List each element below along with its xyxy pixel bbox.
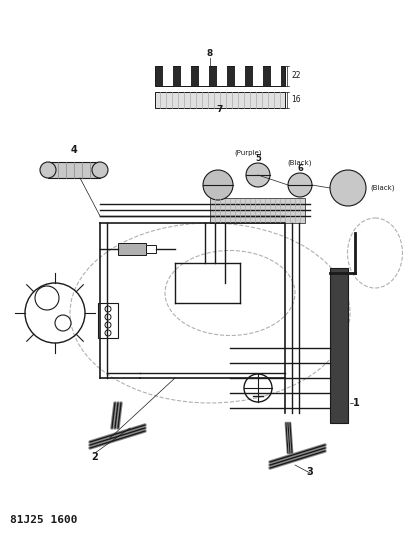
Text: 22: 22 xyxy=(291,71,301,80)
Text: (Black): (Black) xyxy=(370,185,395,191)
Bar xyxy=(253,66,263,86)
Text: 81J25 1600: 81J25 1600 xyxy=(10,515,77,525)
Bar xyxy=(210,198,305,223)
Bar xyxy=(146,245,156,253)
Text: (Purple): (Purple) xyxy=(234,150,262,157)
Bar xyxy=(199,66,209,86)
Text: (Black): (Black) xyxy=(288,160,312,166)
Circle shape xyxy=(288,173,312,197)
Bar xyxy=(118,243,146,255)
Text: 7: 7 xyxy=(217,105,223,114)
Bar xyxy=(271,66,281,86)
Text: 2: 2 xyxy=(92,452,99,462)
Bar xyxy=(48,162,100,178)
Bar xyxy=(98,303,118,338)
Circle shape xyxy=(203,170,233,200)
Text: 8: 8 xyxy=(207,49,213,58)
Circle shape xyxy=(40,162,56,178)
Bar xyxy=(155,66,285,86)
Circle shape xyxy=(330,170,366,206)
Bar xyxy=(235,66,245,86)
Text: 3: 3 xyxy=(307,467,313,477)
Text: 5: 5 xyxy=(255,154,261,163)
Text: 4: 4 xyxy=(71,145,77,155)
Text: 6: 6 xyxy=(297,164,303,173)
Bar xyxy=(163,66,173,86)
Text: 1: 1 xyxy=(353,398,360,408)
Bar xyxy=(217,66,227,86)
Bar xyxy=(181,66,191,86)
Text: 16: 16 xyxy=(291,95,301,104)
Circle shape xyxy=(92,162,108,178)
Circle shape xyxy=(55,315,71,331)
Circle shape xyxy=(246,163,270,187)
Bar xyxy=(330,268,348,423)
Bar xyxy=(155,92,285,108)
